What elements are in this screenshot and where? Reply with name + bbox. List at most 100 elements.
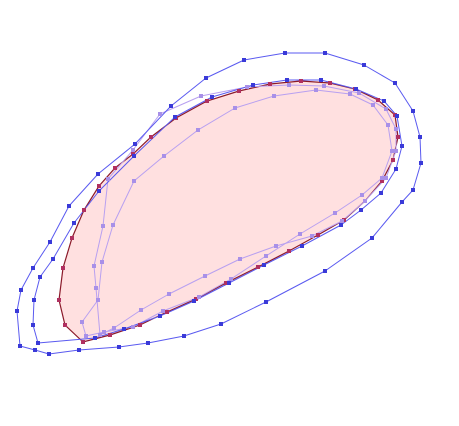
filled-shape-vertex[interactable] (165, 310, 169, 314)
outer-contour-1-vertex[interactable] (19, 288, 23, 292)
inner-contour-1-vertex[interactable] (357, 91, 361, 95)
outer-contour-1-vertex[interactable] (33, 348, 37, 352)
filled-shape-vertex[interactable] (237, 89, 241, 93)
inner-contour-2-vertex[interactable] (233, 106, 237, 110)
outer-contour-1-vertex[interactable] (283, 51, 287, 55)
filled-shape-vertex[interactable] (376, 98, 380, 102)
outer-contour-1-vertex[interactable] (31, 266, 35, 270)
outer-contour-1-vertex[interactable] (370, 236, 374, 240)
inner-contour-1-vertex[interactable] (394, 127, 398, 131)
outer-contour-1-vertex[interactable] (146, 341, 150, 345)
inner-contour-2-vertex[interactable] (132, 179, 136, 183)
inner-contour-2-vertex[interactable] (360, 193, 364, 197)
outer-contour-2-vertex[interactable] (354, 87, 358, 91)
filled-shape-vertex[interactable] (81, 340, 85, 344)
inner-contour-1-vertex[interactable] (94, 286, 98, 290)
inner-contour-1-vertex[interactable] (92, 264, 96, 268)
inner-contour-1-vertex[interactable] (322, 84, 326, 88)
filled-shape-vertex[interactable] (396, 135, 400, 139)
filled-shape-vertex[interactable] (70, 236, 74, 240)
inner-contour-2-vertex[interactable] (314, 88, 318, 92)
outer-contour-2-vertex[interactable] (51, 257, 55, 261)
inner-contour-1-vertex[interactable] (203, 274, 207, 278)
inner-contour-2-vertex[interactable] (96, 298, 100, 302)
inner-contour-2-vertex[interactable] (386, 123, 390, 127)
inner-contour-2-vertex[interactable] (162, 154, 166, 158)
outer-contour-1-vertex[interactable] (323, 51, 327, 55)
inner-contour-2-vertex[interactable] (80, 320, 84, 324)
inner-contour-2-vertex[interactable] (161, 309, 165, 313)
outer-contour-2-vertex[interactable] (395, 114, 399, 118)
outer-contour-1-vertex[interactable] (96, 172, 100, 176)
inner-contour-1-vertex[interactable] (394, 149, 398, 153)
filled-shape-vertex[interactable] (82, 208, 86, 212)
inner-contour-1-vertex[interactable] (112, 326, 116, 330)
outer-contour-1-vertex[interactable] (419, 161, 423, 165)
outer-contour-2-vertex[interactable] (210, 95, 214, 99)
inner-contour-1-vertex[interactable] (199, 94, 203, 98)
outer-contour-2-vertex[interactable] (359, 208, 363, 212)
outer-contour-2-vertex[interactable] (300, 244, 304, 248)
filled-shape-vertex[interactable] (205, 99, 209, 103)
outer-contour-1-vertex[interactable] (362, 63, 366, 67)
filled-shape-vertex[interactable] (108, 333, 112, 337)
outer-contour-1-vertex[interactable] (18, 344, 22, 348)
filled-shape-vertex[interactable] (287, 249, 291, 253)
inner-contour-2-vertex[interactable] (333, 211, 337, 215)
outer-contour-2-vertex[interactable] (93, 336, 97, 340)
outer-contour-2-vertex[interactable] (122, 327, 126, 331)
filled-shape-vertex[interactable] (256, 265, 260, 269)
outer-contour-1-vertex[interactable] (400, 200, 404, 204)
outer-contour-1-vertex[interactable] (204, 76, 208, 80)
filled-shape-vertex[interactable] (380, 179, 384, 183)
inner-contour-1-vertex[interactable] (384, 107, 388, 111)
inner-contour-1-vertex[interactable] (363, 199, 367, 203)
inner-contour-1-vertex[interactable] (101, 224, 105, 228)
outer-contour-2-vertex[interactable] (319, 78, 323, 82)
outer-contour-2-vertex[interactable] (394, 167, 398, 171)
filled-shape-vertex[interactable] (391, 158, 395, 162)
outer-contour-1-vertex[interactable] (47, 352, 51, 356)
outer-contour-2-vertex[interactable] (32, 298, 36, 302)
outer-contour-1-vertex[interactable] (117, 345, 121, 349)
inner-contour-2-vertex[interactable] (390, 149, 394, 153)
inner-contour-1-vertex[interactable] (287, 83, 291, 87)
filled-shape-vertex[interactable] (63, 323, 67, 327)
inner-contour-1-vertex[interactable] (310, 234, 314, 238)
filled-shape-vertex[interactable] (138, 323, 142, 327)
inner-contour-1-vertex[interactable] (106, 177, 110, 181)
outer-contour-1-vertex[interactable] (418, 135, 422, 139)
filled-shape-vertex[interactable] (61, 266, 65, 270)
inner-contour-2-vertex[interactable] (100, 260, 104, 264)
filled-shape-vertex[interactable] (113, 166, 117, 170)
outer-contour-2-vertex[interactable] (158, 314, 162, 318)
outer-contour-1-vertex[interactable] (393, 81, 397, 85)
outer-contour-2-vertex[interactable] (251, 83, 255, 87)
outer-contour-2-vertex[interactable] (339, 223, 343, 227)
filled-shape-vertex[interactable] (316, 233, 320, 237)
filled-shape-vertex[interactable] (328, 81, 332, 85)
inner-contour-2-vertex[interactable] (348, 92, 352, 96)
inner-contour-1-vertex[interactable] (245, 85, 249, 89)
inner-contour-2-vertex[interactable] (111, 223, 115, 227)
outer-contour-2-vertex[interactable] (97, 189, 101, 193)
outer-contour-1-vertex[interactable] (264, 300, 268, 304)
outer-contour-1-vertex[interactable] (411, 188, 415, 192)
inner-contour-1-vertex[interactable] (238, 257, 242, 261)
inner-contour-2-vertex[interactable] (102, 330, 106, 334)
inner-contour-2-vertex[interactable] (196, 128, 200, 132)
inner-contour-1-vertex[interactable] (274, 244, 278, 248)
outer-contour-1-vertex[interactable] (182, 334, 186, 338)
outer-contour-1-vertex[interactable] (169, 104, 173, 108)
filled-shape-vertex[interactable] (268, 82, 272, 86)
outer-contour-1-vertex[interactable] (323, 269, 327, 273)
inner-contour-2-vertex[interactable] (197, 295, 201, 299)
outer-contour-2-vertex[interactable] (285, 78, 289, 82)
filled-shape-vertex[interactable] (97, 184, 101, 188)
inner-contour-1-vertex[interactable] (139, 308, 143, 312)
outer-contour-2-vertex[interactable] (31, 323, 35, 327)
inner-contour-2-vertex[interactable] (371, 103, 375, 107)
outer-contour-1-vertex[interactable] (242, 58, 246, 62)
inner-contour-2-vertex[interactable] (298, 232, 302, 236)
inner-contour-2-vertex[interactable] (84, 334, 88, 338)
